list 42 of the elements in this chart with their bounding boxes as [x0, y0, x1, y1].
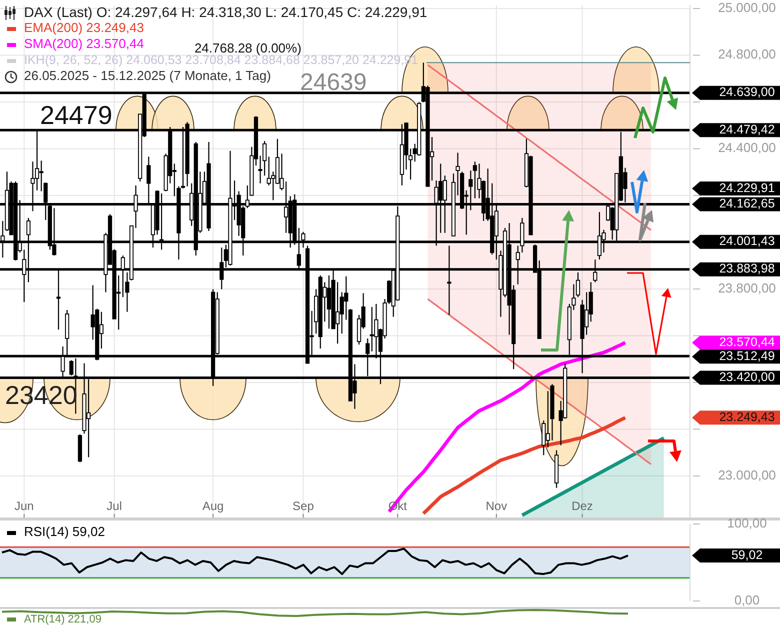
- y-tick-label: 100,00: [727, 515, 767, 530]
- y-tick-label: 23.800,00: [718, 280, 776, 296]
- ref-line-label: 23.883,98: [719, 262, 775, 276]
- text: 59,02: [731, 548, 763, 562]
- annotation: 24.768.28 (0.00%): [194, 40, 302, 56]
- candlestick: [576, 272, 580, 298]
- line-series: [1, 548, 629, 576]
- x-tick-label: Jun: [14, 499, 34, 514]
- line-series: [422, 416, 627, 516]
- annotation: 24479: [40, 100, 112, 130]
- candlestick: [326, 274, 332, 330]
- y-tick-label: 23.000,00: [718, 467, 776, 482]
- text: 24.229,91: [719, 180, 775, 195]
- ref-line-label: 24.639,00: [719, 85, 775, 100]
- legend-label: RSI(14) 59,02: [24, 524, 105, 540]
- ref-line-label: 23.420,00: [719, 370, 775, 384]
- text: 23.249,43: [719, 410, 775, 424]
- y-tick-label: 24.400,00: [718, 140, 776, 156]
- candlestick: [542, 420, 546, 456]
- text: 26.05.2025 - 15.12.2025 (7 Monate, 1 Tag): [24, 68, 271, 84]
- x-tick-label: Dez: [572, 499, 593, 514]
- legend-label: ATR(14) 221,09: [24, 613, 102, 625]
- text: 23.570,44: [719, 334, 775, 349]
- x-tick-label: Aug: [202, 499, 224, 514]
- chart-title: DAX (Last) O: 24.297,64 H: 24.318,30 L: 24.170,45 C: 24.229,91: [24, 4, 428, 20]
- y-tick-label: 0,00: [734, 592, 760, 608]
- x-tick-label: Nov: [486, 499, 508, 514]
- y-tick-label: 24.800,00: [718, 46, 776, 62]
- ref-line-label: 24.001,43: [719, 234, 775, 248]
- legend-label: EMA(200) 23.249,43: [24, 20, 144, 36]
- annotation: 24639: [300, 68, 367, 96]
- line-series: [426, 64, 652, 231]
- x-tick-label: Sep: [292, 499, 314, 514]
- candlestick: [472, 161, 478, 199]
- ref-line-label: 24.162,65: [719, 196, 775, 210]
- ref-line-label: 24.479,42: [719, 122, 775, 136]
- x-tick-label: Jul: [106, 499, 122, 514]
- legend-label: SMA(200) 23.570,44: [24, 36, 144, 52]
- ref-line-label: 23.512,49: [719, 348, 775, 363]
- line-series: [426, 298, 652, 466]
- y-tick-label: 25.000,00: [718, 0, 776, 15]
- line-series: [387, 340, 627, 514]
